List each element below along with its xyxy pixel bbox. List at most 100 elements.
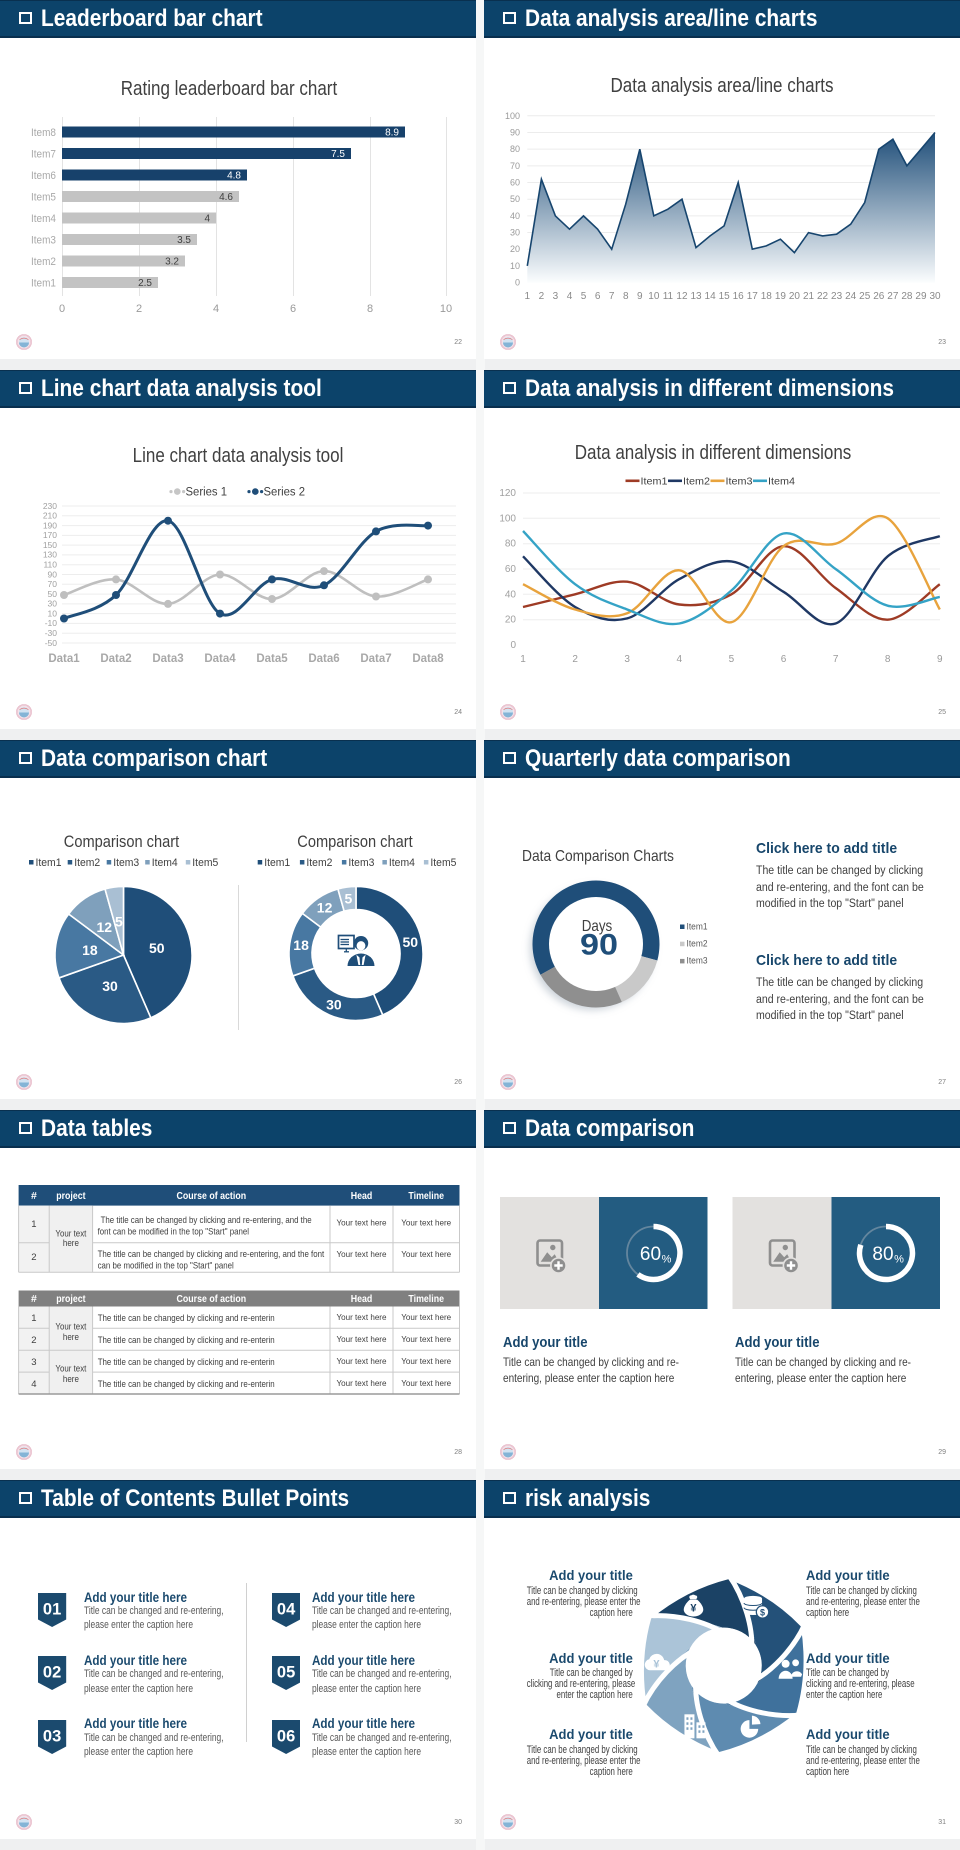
svg-text:150: 150 bbox=[43, 540, 57, 550]
svg-text:80: 80 bbox=[505, 539, 517, 550]
svg-text:18: 18 bbox=[293, 937, 309, 953]
svg-text:25: 25 bbox=[859, 291, 871, 302]
svg-text:24: 24 bbox=[845, 291, 857, 302]
svg-text:Item6: Item6 bbox=[31, 170, 56, 182]
svg-text:230: 230 bbox=[43, 501, 57, 511]
svg-text:50: 50 bbox=[403, 934, 419, 950]
svg-text:Course of action: Course of action bbox=[177, 1190, 247, 1202]
svg-text:90: 90 bbox=[510, 127, 520, 137]
svg-text:9: 9 bbox=[937, 654, 943, 665]
svg-text:Item3: Item3 bbox=[31, 235, 56, 247]
svg-text:Your text here: Your text here bbox=[401, 1356, 451, 1366]
svg-text:Data2: Data2 bbox=[100, 653, 131, 665]
svg-text:project: project bbox=[56, 1190, 86, 1202]
svg-text:Item2: Item2 bbox=[687, 939, 708, 950]
svg-text:22: 22 bbox=[817, 291, 829, 302]
svg-text:3.5: 3.5 bbox=[177, 235, 191, 246]
svg-text:Item7: Item7 bbox=[31, 149, 56, 161]
svg-text:8.9: 8.9 bbox=[385, 128, 399, 139]
svg-text:6: 6 bbox=[781, 654, 787, 665]
svg-text:Item8: Item8 bbox=[31, 127, 56, 139]
svg-text:here: here bbox=[63, 1238, 79, 1249]
svg-text:Your text: Your text bbox=[55, 1229, 86, 1240]
svg-text:Your text here: Your text here bbox=[337, 1218, 387, 1228]
svg-text:-30: -30 bbox=[45, 628, 58, 638]
svg-text:1: 1 bbox=[525, 291, 531, 302]
svg-text:12: 12 bbox=[97, 919, 113, 935]
svg-text:Your text here: Your text here bbox=[401, 1249, 451, 1259]
svg-text:Your text here: Your text here bbox=[337, 1356, 387, 1366]
svg-text:project: project bbox=[56, 1293, 86, 1305]
svg-text:Item4: Item4 bbox=[31, 213, 56, 225]
svg-text:Item3: Item3 bbox=[687, 956, 708, 967]
svg-text:The title can be changed by cl: The title can be changed by clicking and… bbox=[98, 1313, 275, 1324]
svg-text:0: 0 bbox=[515, 278, 520, 288]
svg-text:Item1: Item1 bbox=[641, 476, 668, 488]
svg-text:The title can be changed by cl: The title can be changed by clicking and… bbox=[101, 1215, 312, 1226]
svg-text:2.5: 2.5 bbox=[138, 278, 152, 289]
svg-text:Item3: Item3 bbox=[726, 476, 753, 488]
svg-text:can be modified in the top "St: can be modified in the top "Start" panel bbox=[98, 1261, 234, 1272]
svg-text:Your text here: Your text here bbox=[401, 1334, 451, 1344]
svg-text:Item1: Item1 bbox=[687, 921, 708, 932]
svg-text:9: 9 bbox=[637, 291, 643, 302]
svg-text:10: 10 bbox=[48, 608, 58, 618]
svg-text:130: 130 bbox=[43, 550, 57, 560]
svg-text:here: here bbox=[63, 1374, 79, 1385]
svg-text:30: 30 bbox=[510, 228, 520, 238]
svg-text:Data7: Data7 bbox=[360, 653, 391, 665]
svg-text:Item5: Item5 bbox=[31, 192, 56, 204]
svg-text:20: 20 bbox=[510, 244, 520, 254]
svg-text:Data3: Data3 bbox=[152, 653, 183, 665]
svg-text:11: 11 bbox=[663, 291, 674, 302]
svg-text:3: 3 bbox=[31, 1357, 36, 1368]
svg-text:The title can be changed by cl: The title can be changed by clicking and… bbox=[98, 1335, 275, 1346]
svg-text:Your text here: Your text here bbox=[401, 1378, 451, 1388]
svg-text:8: 8 bbox=[885, 654, 891, 665]
svg-text:80: 80 bbox=[510, 144, 520, 154]
svg-text:100: 100 bbox=[505, 111, 520, 121]
svg-text:12: 12 bbox=[676, 291, 688, 302]
svg-text:0: 0 bbox=[59, 303, 65, 315]
svg-text:04: 04 bbox=[276, 1600, 295, 1618]
svg-text:90: 90 bbox=[48, 569, 58, 579]
svg-text:120: 120 bbox=[499, 488, 516, 499]
svg-text:Head: Head bbox=[351, 1190, 373, 1202]
svg-text:26: 26 bbox=[873, 291, 885, 302]
svg-text:18: 18 bbox=[82, 942, 98, 958]
svg-text:60: 60 bbox=[640, 1244, 661, 1265]
svg-text:27: 27 bbox=[887, 291, 899, 302]
svg-text:Item4: Item4 bbox=[389, 857, 415, 869]
svg-text:30: 30 bbox=[929, 291, 941, 302]
svg-text:The title can be changed by cl: The title can be changed by clicking and… bbox=[98, 1379, 275, 1390]
svg-text:4.8: 4.8 bbox=[227, 171, 241, 182]
svg-text:%: % bbox=[894, 1253, 904, 1265]
svg-text:4: 4 bbox=[677, 654, 683, 665]
svg-text:2: 2 bbox=[31, 1335, 36, 1346]
svg-text:21: 21 bbox=[803, 291, 815, 302]
svg-text:Data4: Data4 bbox=[204, 653, 236, 665]
svg-text:Item1: Item1 bbox=[264, 857, 290, 869]
svg-text:210: 210 bbox=[43, 511, 57, 521]
svg-text:7.5: 7.5 bbox=[331, 149, 345, 160]
svg-text:8: 8 bbox=[623, 291, 629, 302]
svg-text:Your text: Your text bbox=[55, 1322, 86, 1333]
svg-text:Data1: Data1 bbox=[48, 653, 80, 665]
svg-text:100: 100 bbox=[499, 513, 516, 524]
svg-text:7: 7 bbox=[609, 291, 615, 302]
svg-text:12: 12 bbox=[317, 900, 333, 916]
svg-text:3: 3 bbox=[624, 654, 630, 665]
svg-text:¥: ¥ bbox=[690, 1603, 697, 1615]
svg-text:10: 10 bbox=[510, 261, 520, 271]
svg-text:30: 30 bbox=[102, 978, 118, 994]
svg-text:4: 4 bbox=[31, 1379, 36, 1390]
svg-text:06: 06 bbox=[276, 1727, 294, 1745]
svg-text:110: 110 bbox=[43, 560, 57, 570]
svg-text:4: 4 bbox=[213, 303, 219, 315]
svg-text:Series 2: Series 2 bbox=[264, 487, 306, 499]
svg-text:02: 02 bbox=[43, 1664, 61, 1682]
svg-text:Item4: Item4 bbox=[152, 857, 178, 869]
svg-text:10: 10 bbox=[440, 303, 452, 315]
svg-text:170: 170 bbox=[43, 530, 57, 540]
svg-text:03: 03 bbox=[43, 1727, 61, 1745]
